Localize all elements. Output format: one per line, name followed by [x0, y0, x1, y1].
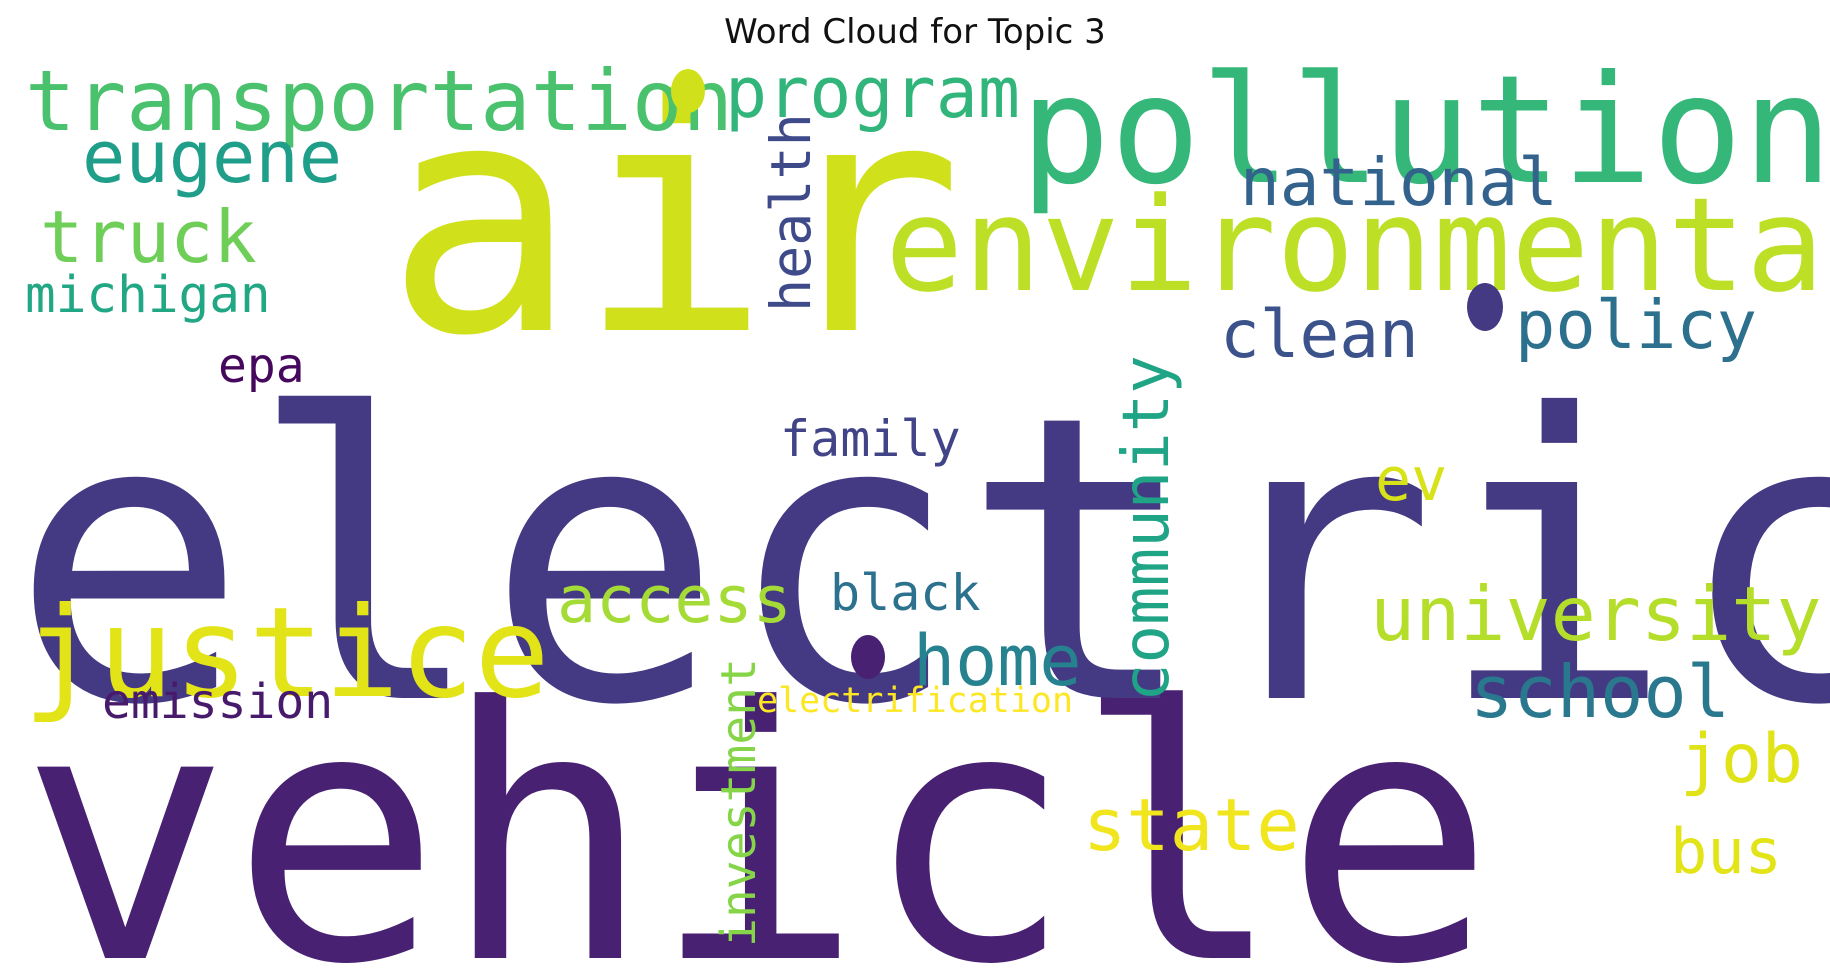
word-michigan: michigan — [25, 266, 271, 325]
word-ev: ev — [1375, 445, 1447, 515]
word-truck: truck — [40, 195, 257, 279]
word-community: community — [1110, 355, 1184, 702]
word-state: state — [1083, 783, 1300, 867]
word-clean: clean — [1220, 296, 1419, 373]
word-vehicle: vehicle — [20, 633, 1495, 978]
word-policy: policy — [1515, 286, 1757, 364]
word-bus: bus — [1670, 815, 1782, 888]
chart-title: Word Cloud for Topic 3 — [724, 12, 1106, 52]
word-pollution: pollution — [1020, 44, 1830, 218]
word-investment: investment — [711, 658, 767, 947]
dot-mark-2 — [1467, 283, 1503, 331]
word-electric: electric — [10, 332, 1830, 792]
dot-mark-3 — [851, 635, 885, 679]
word-environmental: environmental — [885, 169, 1830, 321]
word-health: health — [759, 113, 823, 312]
word-transportation: transportation — [25, 52, 733, 150]
word-program: program — [725, 52, 1020, 134]
word-family: family — [780, 410, 961, 468]
word-electrification: electrification — [757, 681, 1073, 721]
word-access: access — [557, 563, 792, 638]
word-job: job — [1680, 720, 1803, 799]
word-emission: emission — [102, 674, 333, 730]
word-university: university — [1370, 570, 1822, 658]
word-justice: justice — [23, 581, 550, 726]
word-epa: epa — [218, 338, 305, 394]
word-black: black — [830, 564, 981, 622]
word-national: national — [1240, 144, 1558, 221]
word-home: home — [913, 620, 1082, 702]
word-school: school — [1470, 650, 1730, 734]
dot-mark-1 — [671, 69, 705, 113]
word-eugene: eugene — [82, 115, 342, 199]
